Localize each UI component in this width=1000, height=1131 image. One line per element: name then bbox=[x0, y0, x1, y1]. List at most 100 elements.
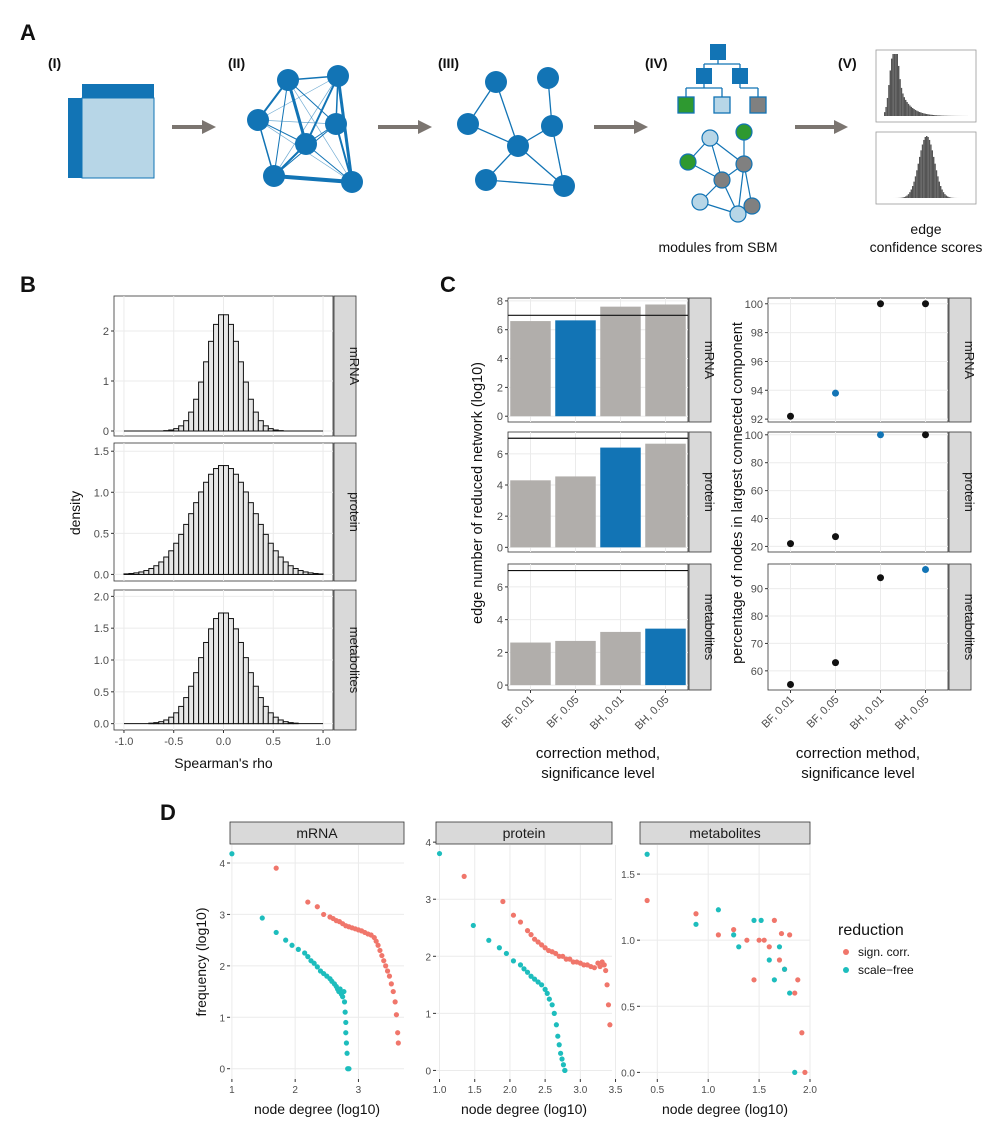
mini-hist-bar bbox=[945, 195, 947, 198]
mini-hist-bar bbox=[944, 194, 946, 198]
arrow-icon bbox=[594, 120, 648, 134]
data-point bbox=[604, 982, 610, 988]
mini-hist-bar bbox=[937, 115, 939, 116]
data-point bbox=[373, 938, 379, 944]
data-point bbox=[542, 986, 548, 992]
bar bbox=[510, 321, 551, 417]
weighted-network-icon bbox=[247, 65, 363, 193]
x-tick-label: 2.0 bbox=[803, 1085, 817, 1096]
x-tick-label: BF, 0.01 bbox=[760, 694, 797, 731]
data-point bbox=[393, 1012, 400, 1018]
mini-hist-bar bbox=[921, 144, 924, 198]
data-point bbox=[343, 1040, 350, 1046]
data-point bbox=[591, 965, 598, 971]
data-point bbox=[560, 953, 566, 959]
data-point bbox=[542, 945, 548, 951]
data-point bbox=[766, 957, 772, 963]
histogram-bar bbox=[277, 719, 284, 725]
histogram-bar bbox=[193, 502, 200, 575]
data-point bbox=[517, 919, 524, 925]
histogram-bar bbox=[287, 722, 294, 725]
histogram-bar bbox=[178, 705, 185, 725]
histogram-bar bbox=[237, 481, 244, 575]
histogram-bar bbox=[198, 381, 205, 432]
bar bbox=[510, 480, 551, 548]
data-point bbox=[273, 929, 279, 936]
y-tick-label: 60 bbox=[751, 486, 763, 498]
facet-strip bbox=[229, 821, 405, 845]
histogram-bar bbox=[272, 550, 279, 575]
data-point bbox=[517, 962, 524, 968]
data-point bbox=[771, 977, 777, 983]
y-tick-label: 3 bbox=[425, 895, 431, 906]
mini-hist-bar bbox=[907, 103, 910, 116]
histogram-bar bbox=[158, 561, 165, 575]
facet-panel bbox=[436, 845, 612, 1079]
data-point bbox=[395, 1040, 401, 1046]
x-tick-label: 0.5 bbox=[266, 736, 281, 748]
bar bbox=[600, 306, 641, 417]
facet-strip bbox=[639, 821, 811, 845]
y-tick-label: 90 bbox=[751, 584, 763, 596]
data-point bbox=[549, 1002, 555, 1008]
data-point bbox=[766, 944, 772, 950]
data-point bbox=[559, 1056, 565, 1062]
mini-hist-bar bbox=[917, 111, 919, 116]
mini-hist-bar bbox=[898, 65, 900, 116]
data-point bbox=[503, 950, 509, 957]
data-point bbox=[558, 1050, 564, 1056]
y-tick-label: 2.0 bbox=[94, 591, 109, 603]
mini-hist-bar bbox=[888, 85, 890, 116]
y-tick-label: 4 bbox=[497, 354, 503, 366]
data-point bbox=[337, 986, 343, 992]
histogram-bar bbox=[242, 491, 249, 575]
x-tick-label: -1.0 bbox=[114, 736, 133, 748]
mini-hist-bar bbox=[927, 137, 929, 198]
chart-c-left-bars: 0 2 4 6 8 mRNA 0 2 4 6 protein 0 2 4 6 metabolites BF, 0… bbox=[470, 296, 717, 782]
x-axis-title: Spearman's rho bbox=[174, 755, 273, 771]
data-point bbox=[273, 865, 279, 871]
x-tick-label: -0.5 bbox=[164, 736, 183, 748]
facet-strip bbox=[333, 442, 357, 582]
data-point bbox=[693, 921, 699, 927]
y-tick-label: 4 bbox=[497, 615, 503, 627]
x-tick-label: 1.0 bbox=[433, 1085, 447, 1096]
x-tick-label: 0.5 bbox=[650, 1085, 664, 1096]
y-tick-label: 0 bbox=[497, 680, 503, 692]
facet-strip-label: mRNA bbox=[296, 825, 338, 841]
mini-hist-bar bbox=[914, 109, 917, 116]
mini-hist-bar bbox=[919, 156, 921, 198]
data-point bbox=[544, 990, 550, 996]
data-point bbox=[567, 956, 573, 962]
mini-hist-bar bbox=[910, 189, 912, 198]
data-point bbox=[390, 988, 396, 995]
histogram-bar bbox=[218, 465, 224, 575]
flow-arrows bbox=[172, 120, 848, 134]
bar bbox=[555, 640, 596, 686]
x-tick-label: BF, 0.01 bbox=[500, 694, 537, 731]
mini-hist-bar bbox=[899, 79, 901, 116]
y-tick-label: 100 bbox=[745, 299, 763, 311]
y-tick-label: 1 bbox=[103, 376, 109, 388]
data-point bbox=[787, 681, 794, 689]
histogram-bar bbox=[163, 719, 170, 725]
data-point bbox=[379, 952, 385, 959]
data-point bbox=[375, 942, 381, 948]
sbm-module-network-icon bbox=[679, 123, 761, 223]
data-point bbox=[562, 1067, 568, 1074]
data-point bbox=[603, 967, 609, 974]
y-tick-label: 100 bbox=[745, 430, 763, 442]
mini-hist-bar bbox=[906, 102, 908, 116]
y-tick-label: 2 bbox=[497, 647, 503, 659]
data-point bbox=[341, 988, 347, 995]
mini-hist-bar bbox=[910, 106, 912, 116]
y-tick-label: 80 bbox=[751, 611, 763, 623]
histogram-bar bbox=[183, 697, 190, 725]
y-tick-label: 20 bbox=[751, 541, 763, 553]
panel-a-schematic: (I) (II) (III) (IV) (V) bbox=[48, 44, 982, 255]
mini-hist-bar bbox=[905, 99, 907, 116]
histogram-bar bbox=[267, 428, 274, 432]
mini-histogram-top bbox=[875, 49, 977, 123]
data-point bbox=[787, 990, 793, 996]
y-tick-label: 40 bbox=[751, 514, 763, 526]
